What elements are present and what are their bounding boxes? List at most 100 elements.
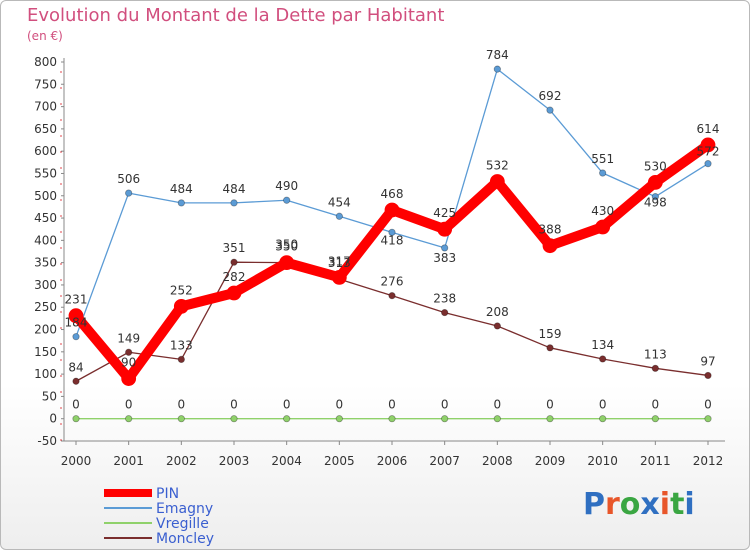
data-label: 90 (121, 356, 136, 370)
data-label: 430 (591, 204, 614, 218)
data-label: 468 (381, 187, 404, 201)
data-label: 784 (486, 48, 509, 62)
y-tick-label: 650 (34, 122, 57, 136)
data-point-emagny (704, 160, 712, 168)
data-label: 238 (433, 292, 456, 306)
data-label: 350 (275, 240, 298, 254)
y-tick-label: 50 (42, 389, 57, 403)
data-label: 0 (230, 398, 238, 412)
logo-letter: x (640, 487, 660, 522)
logo-letter: t (670, 487, 685, 522)
data-point-emagny (230, 199, 238, 207)
data-point-pin (595, 219, 611, 235)
data-point-vregille (72, 415, 80, 423)
data-label: 313 (328, 256, 351, 270)
data-label: 0 (546, 398, 554, 412)
y-tick-label: 0 (49, 412, 57, 426)
x-tick-label: 2006 (377, 454, 408, 468)
y-tick-label: -50 (37, 434, 57, 448)
chart-subtitle: (en €) (27, 29, 63, 43)
y-tick-label: 750 (34, 77, 57, 91)
data-point-vregille (546, 415, 554, 423)
data-point-moncley (546, 344, 554, 352)
x-tick-label: 2005 (324, 454, 355, 468)
y-tick-label: 100 (34, 367, 57, 381)
y-tick-label: 450 (34, 211, 57, 225)
data-point-moncley (599, 355, 607, 363)
logo-letter: r (605, 487, 620, 522)
data-label: 484 (223, 182, 246, 196)
data-label: 0 (283, 398, 291, 412)
data-label: 351 (223, 241, 246, 255)
data-point-pin (437, 221, 453, 237)
data-label: 208 (486, 305, 509, 319)
logo-letter: P (583, 487, 605, 522)
data-point-vregille (125, 415, 133, 423)
data-point-vregille (230, 415, 238, 423)
data-point-vregille (388, 415, 396, 423)
y-tick-label: 600 (34, 144, 57, 158)
data-label: 572 (697, 145, 720, 159)
data-point-pin (542, 238, 558, 254)
logo-letter: o (619, 487, 641, 522)
data-label: 530 (644, 159, 667, 173)
data-label: 133 (170, 338, 193, 352)
data-label: 0 (704, 398, 712, 412)
data-point-moncley (230, 258, 238, 266)
data-point-pin (647, 174, 663, 190)
data-point-vregille (704, 415, 712, 423)
data-point-pin (121, 371, 137, 386)
data-label: 282 (223, 270, 246, 284)
x-tick-label: 2003 (219, 454, 250, 468)
data-point-moncley (651, 364, 659, 372)
x-tick-label: 2000 (61, 454, 92, 468)
data-point-emagny (177, 199, 185, 207)
data-point-pin (489, 174, 505, 189)
data-point-pin (68, 308, 84, 324)
data-point-emagny (72, 333, 80, 341)
data-point-moncley (125, 348, 133, 356)
data-point-emagny (599, 169, 607, 177)
y-tick-label: 250 (34, 300, 57, 314)
data-label: 532 (486, 158, 509, 172)
x-tick-label: 2004 (271, 454, 302, 468)
y-tick-label: 200 (34, 323, 57, 337)
x-tick-label: 2002 (166, 454, 197, 468)
y-tick-label: 350 (34, 256, 57, 270)
y-tick-label: 550 (34, 166, 57, 180)
data-point-emagny (125, 189, 133, 197)
data-point-vregille (651, 415, 659, 423)
x-tick-label: 2011 (640, 454, 671, 468)
y-tick-label: 800 (34, 55, 57, 69)
data-label: 692 (539, 89, 562, 103)
data-label: 484 (170, 182, 193, 196)
data-label: 0 (336, 398, 344, 412)
data-label: 97 (700, 354, 715, 368)
data-point-pin (173, 298, 189, 314)
legend-label-pin: PIN (156, 486, 179, 502)
data-point-vregille (335, 415, 343, 423)
data-point-emagny (335, 212, 343, 220)
data-label: 551 (591, 152, 614, 166)
x-tick-label: 2008 (482, 454, 513, 468)
data-label: 0 (494, 398, 502, 412)
data-point-emagny (388, 228, 396, 236)
x-tick-label: 2001 (113, 454, 144, 468)
data-point-emagny (283, 196, 291, 204)
chart-title: Evolution du Montant de la Dette par Hab… (27, 5, 445, 26)
data-point-pin (384, 202, 400, 218)
data-label: 454 (328, 195, 351, 209)
data-label: 231 (65, 293, 88, 307)
y-tick-label: 500 (34, 189, 57, 203)
data-label: 317 (328, 254, 351, 268)
data-label: 383 (433, 251, 456, 265)
data-point-vregille (283, 415, 291, 423)
x-tick-label: 2009 (535, 454, 566, 468)
data-point-moncley (388, 292, 396, 300)
y-tick-label: 400 (34, 233, 57, 247)
data-label: 149 (117, 331, 140, 345)
data-point-emagny (651, 193, 659, 201)
data-label: 425 (433, 206, 456, 220)
legend-label-vregille: Vregille (156, 516, 209, 532)
